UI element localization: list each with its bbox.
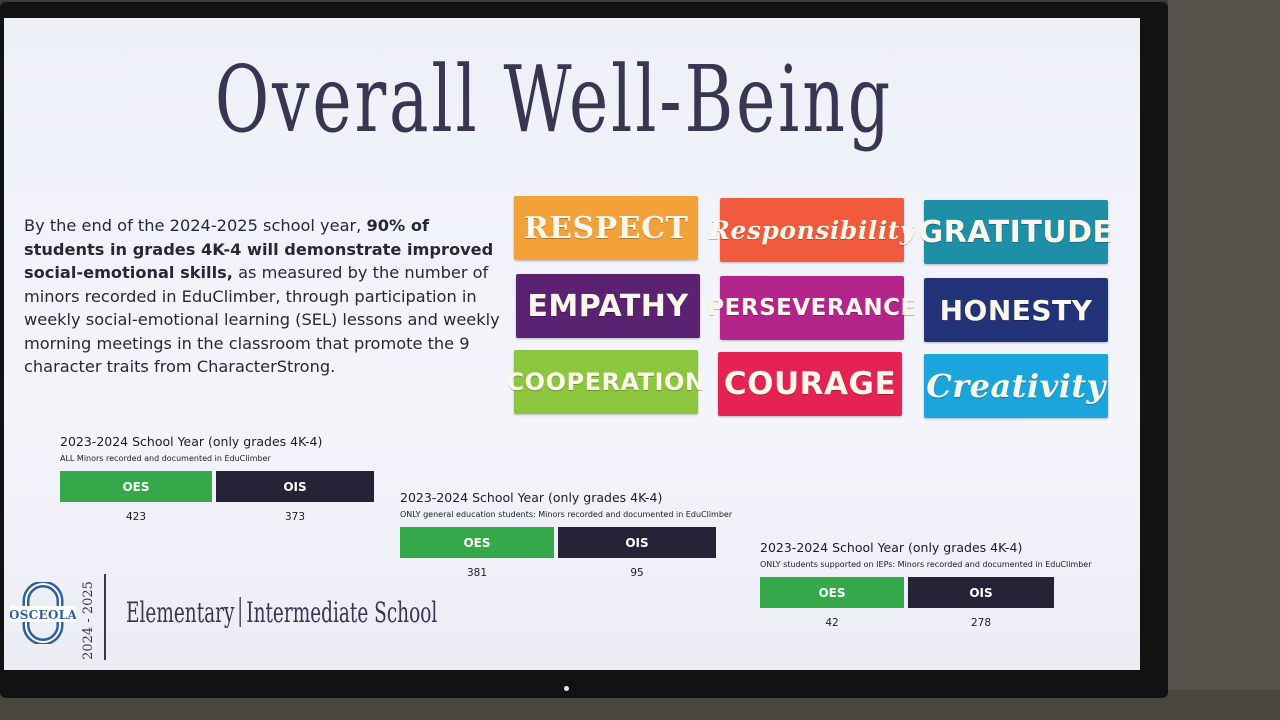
goal-rest: as measured by the number of minors reco… <box>24 263 500 376</box>
power-indicator-icon <box>564 686 569 691</box>
ois-bar: OIS <box>908 577 1054 608</box>
oes-value: 423 <box>125 511 147 523</box>
school-year-vertical: 2024 - 2025 <box>80 580 96 660</box>
osceola-logo-icon: OSCEOLA <box>10 582 76 644</box>
school-branding: OSCEOLA 2024 - 2025 Elementary Intermedia… <box>4 574 437 664</box>
trait-perseverance: PERSEVERANCE <box>707 276 916 340</box>
trait-respect: RESPECT <box>514 196 698 260</box>
minors-panel-iep: 2023-2024 School Year (only grades 4K-4)… <box>760 540 1092 629</box>
school-name-left: Elementary <box>126 596 235 629</box>
goal-bold: 90% of students in grades 4K-4 will demo… <box>24 216 494 282</box>
background-wall <box>1168 0 1280 720</box>
ois-bar: OIS <box>216 471 374 502</box>
branding-divider <box>104 574 106 660</box>
oes-value: 42 <box>825 617 839 629</box>
panel-subtitle: ALL Minors recorded and documented in Ed… <box>60 454 271 463</box>
goal-statement: By the end of the 2024-2025 school year,… <box>24 214 504 379</box>
trait-courage: COURAGE <box>718 352 902 416</box>
trait-creativity: Creativity <box>924 354 1108 418</box>
oes-value: 381 <box>466 567 488 579</box>
panel-title: 2023-2024 School Year (only grades 4K-4) <box>400 490 663 505</box>
ois-value: 95 <box>630 567 644 579</box>
trait-cooperation: COOPERATION <box>507 350 705 414</box>
trait-honesty: HONESTY <box>924 278 1108 342</box>
oes-bar: OES <box>400 527 554 558</box>
logo-text: OSCEOLA <box>10 608 76 622</box>
ois-value: 278 <box>970 617 992 629</box>
school-name: Elementary Intermediate School <box>126 596 437 629</box>
presentation-slide: Overall Well-Being By the end of the 202… <box>4 18 1140 670</box>
trait-gratitude: GRATITUDE <box>919 200 1113 264</box>
goal-intro: By the end of the 2024-2025 school year, <box>24 216 367 235</box>
panel-title: 2023-2024 School Year (only grades 4K-4) <box>760 540 1023 555</box>
minors-panel-general-ed: 2023-2024 School Year (only grades 4K-4)… <box>400 490 732 579</box>
trait-responsibility: Responsibility <box>709 198 914 262</box>
panel-subtitle: ONLY general education students: Minors … <box>400 510 733 519</box>
school-name-divider <box>239 597 242 627</box>
ois-value: 373 <box>284 511 306 523</box>
ois-bar: OIS <box>558 527 716 558</box>
panel-subtitle: ONLY students supported on IEPs: Minors … <box>760 560 1092 569</box>
panel-title: 2023-2024 School Year (only grades 4K-4) <box>60 434 323 449</box>
slide-title: Overall Well-Being <box>214 46 894 153</box>
tv-screen-bezel: Overall Well-Being By the end of the 202… <box>0 2 1168 698</box>
school-name-right: Intermediate School <box>246 596 438 629</box>
oes-bar: OES <box>60 471 212 502</box>
character-traits-grid: RESPECT Responsibility GRATITUDE EMPATHY… <box>507 194 1113 424</box>
minors-panel-all: 2023-2024 School Year (only grades 4K-4)… <box>60 434 374 523</box>
oes-bar: OES <box>760 577 904 608</box>
trait-empathy: EMPATHY <box>516 274 700 338</box>
